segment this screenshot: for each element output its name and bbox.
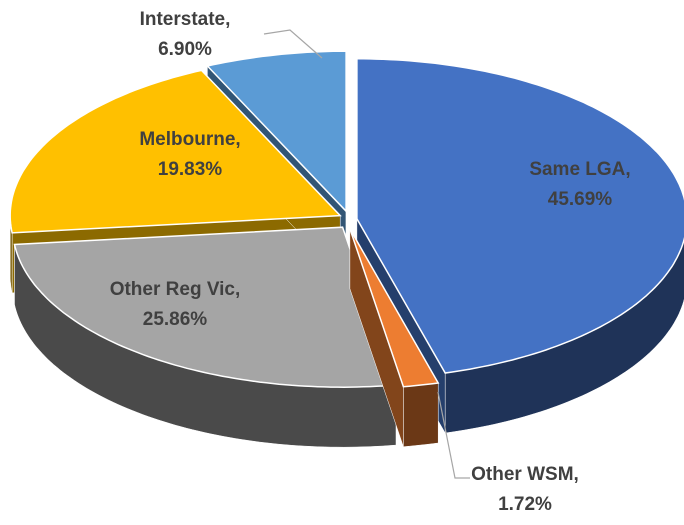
data-label-name: Same LGA, [529, 159, 630, 180]
data-label-value: 6.90% [158, 39, 212, 60]
leader-line [263, 29, 323, 59]
data-label-name: Interstate, [140, 9, 231, 30]
slice-outer-wall [403, 382, 439, 447]
data-label-value: 1.72% [498, 494, 552, 515]
data-label-name: Melbourne, [139, 129, 240, 150]
data-label-name: Other Reg Vic, [110, 279, 241, 300]
slice [13, 226, 398, 388]
data-label-value: 19.83% [158, 159, 223, 180]
slice [349, 228, 440, 388]
data-label-name: Other WSM, [471, 464, 579, 485]
slice [9, 69, 342, 234]
slice [205, 50, 347, 214]
slice [349, 227, 440, 447]
slice [13, 226, 398, 448]
data-label-value: 25.86% [143, 309, 208, 330]
data-label-value: 45.69% [548, 189, 613, 210]
leader-line [437, 391, 470, 479]
